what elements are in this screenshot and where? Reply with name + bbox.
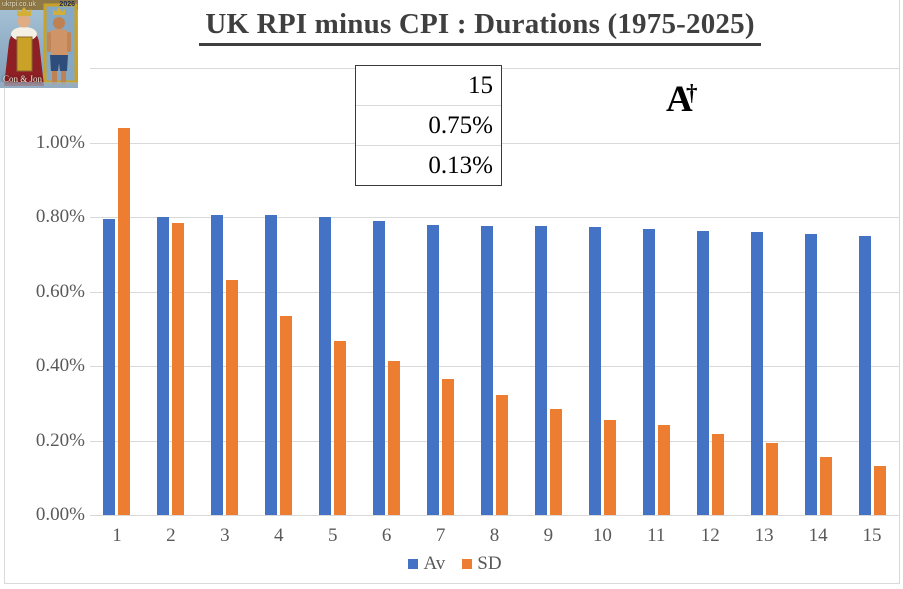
bar-sd-5	[334, 341, 347, 515]
monogram-letter: A	[666, 79, 693, 120]
bar-sd-4	[280, 316, 293, 515]
chart-border-bottom	[4, 583, 900, 584]
logo-image: ukrpi.co.uk 2026 Con & Jon	[0, 0, 78, 88]
x-tick-11: 11	[647, 525, 666, 546]
gridline-0.2	[90, 440, 899, 442]
chart-title-area: UK RPI minus CPI : Durations (1975-2025)	[140, 8, 820, 46]
monogram-a-cross-icon: A †	[662, 80, 708, 124]
x-tick-15: 15	[862, 525, 882, 546]
chart-border-left	[4, 0, 5, 583]
x-tick-6: 6	[381, 525, 392, 546]
gridline-0	[90, 515, 899, 516]
bar-sd-12	[711, 434, 724, 515]
bar-av-3	[211, 215, 224, 515]
bar-sd-2	[172, 223, 185, 515]
plot-area	[90, 68, 899, 516]
bar-av-2	[157, 217, 170, 515]
x-tick-12: 12	[700, 525, 720, 546]
y-tick-0.80%: 0.80%	[35, 206, 85, 227]
x-tick-14: 14	[808, 525, 828, 546]
bar-sd-10	[603, 419, 616, 515]
x-tick-7: 7	[435, 525, 446, 546]
bar-av-6	[373, 220, 386, 515]
callout-duration-value: 15	[468, 71, 493, 99]
legend-label-av: Av	[423, 553, 446, 574]
chart-border-right	[899, 0, 900, 583]
y-tick-0.20%: 0.20%	[35, 429, 85, 451]
gridline-0.4	[90, 366, 899, 367]
x-tick-2: 2	[166, 525, 176, 546]
y-tick-0.00%: 0.00%	[35, 504, 85, 525]
chart-title: UK RPI minus CPI : Durations (1975-2025)	[199, 8, 761, 46]
bar-av-5	[319, 217, 332, 515]
bar-sd-8	[496, 395, 508, 515]
legend: Av SD	[90, 553, 820, 575]
x-tick-5: 5	[327, 525, 338, 546]
callout-av-value: 0.75%	[356, 105, 501, 145]
bar-av-4	[265, 215, 278, 515]
x-tick-1: 1	[112, 525, 122, 546]
bar-av-9	[534, 225, 547, 515]
legend-item-sd: SD	[462, 553, 502, 575]
logo-year-text: 2026	[59, 1, 75, 8]
bar-sd-1	[118, 127, 131, 515]
bar-av-8	[481, 226, 493, 515]
bar-av-12	[696, 230, 709, 515]
bar-av-7	[427, 225, 440, 515]
x-tick-9: 9	[543, 525, 554, 546]
gridline-0.8	[90, 217, 899, 218]
bar-sd-13	[765, 443, 778, 515]
x-tick-4: 4	[274, 525, 284, 546]
bar-sd-9	[549, 409, 562, 515]
legend-swatch-sd	[462, 559, 473, 569]
legend-swatch-av	[408, 559, 419, 569]
x-tick-10: 10	[592, 525, 612, 546]
logo-caption-text: Con & Jon	[3, 74, 43, 84]
x-tick-8: 8	[489, 525, 500, 546]
logo-site-text: ukrpi.co.uk	[2, 1, 36, 8]
y-tick-0.60%: 0.60%	[35, 280, 85, 302]
bar-av-14	[804, 233, 817, 515]
bar-av-1	[103, 218, 116, 515]
bar-sd-14	[819, 456, 832, 515]
bar-av-11	[642, 228, 655, 515]
callout-sd-value: 0.13%	[356, 145, 501, 185]
x-tick-3: 3	[220, 525, 230, 546]
y-axis-labels: 0.00% 0.20% 0.40% 0.60% 0.80% 1.00%	[0, 0, 85, 589]
bar-sd-11	[657, 425, 670, 515]
x-axis-labels: 1 2 3 4 5 6 7 8 9 10 11 12 13 14 15	[90, 525, 899, 549]
bar-sd-3	[226, 280, 239, 515]
y-tick-0.40%: 0.40%	[35, 355, 85, 376]
bar-av-13	[750, 231, 763, 515]
gridline-0.6	[90, 291, 899, 293]
y-tick-1.00%: 1.00%	[35, 131, 85, 153]
logo-illustration	[0, 0, 78, 88]
legend-item-av: Av	[408, 553, 445, 575]
bar-sd-7	[442, 378, 455, 515]
legend-label-sd: SD	[477, 553, 502, 574]
bar-av-10	[588, 227, 601, 515]
bar-sd-15	[873, 466, 886, 515]
bar-av-15	[858, 236, 871, 515]
bar-sd-6	[388, 360, 401, 515]
x-tick-13: 13	[754, 525, 774, 546]
callout-box: 15 0.75% 0.13%	[355, 65, 502, 186]
monogram-cross: †	[686, 80, 698, 105]
